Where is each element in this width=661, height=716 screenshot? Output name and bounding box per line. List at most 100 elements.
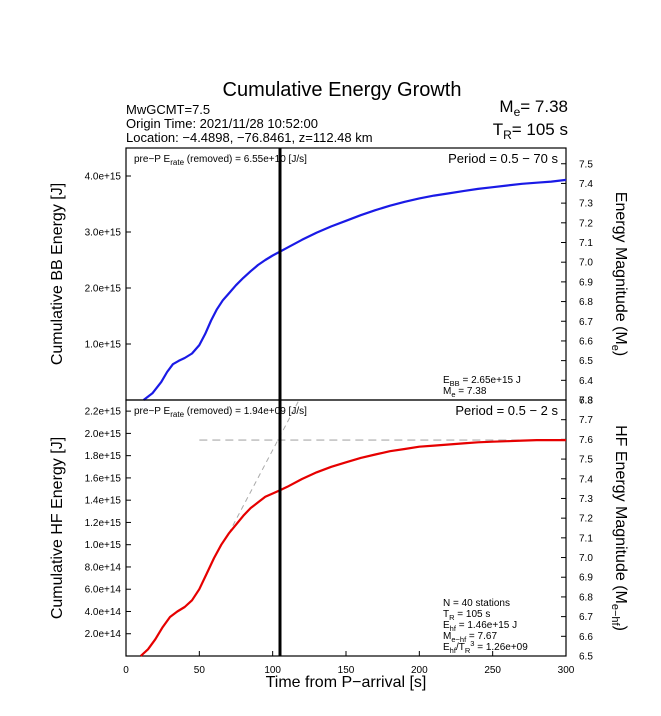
hf-stat-main: E <box>443 642 450 653</box>
bb-mag-tick-label: 6.8 <box>579 297 593 308</box>
bb-y-axis-label: Cumulative BB Energy [J] <box>49 183 66 365</box>
me-header-sub: e <box>514 105 521 119</box>
bb-mag-tick-label: 6.7 <box>579 317 593 328</box>
hf-mag-tick-label: 7.6 <box>579 435 593 446</box>
hf-magnitude-axis-label-end: ) <box>612 626 629 631</box>
hf-stat-rest: = 1.46e+15 J <box>456 620 517 631</box>
hf-y-tick-label: 4.0e+14 <box>85 607 122 618</box>
chart-title: Cumulative Energy Growth <box>223 79 462 101</box>
x-tick-label: 50 <box>194 665 206 676</box>
hf-pre-p-rate-post: (removed) = 1.94e+09 [J/s] <box>184 406 307 417</box>
hf-stat-sub: R <box>449 613 455 622</box>
hf-magnitude-axis-label-main: HF Energy Magnitude (M <box>612 425 629 604</box>
hf-mag-tick-label: 7.3 <box>579 494 593 505</box>
bb-stat-main: M <box>443 386 451 397</box>
hf-stat-sup: 3 <box>470 639 474 648</box>
hf-stat-sub: hf <box>450 624 457 633</box>
bb-pre-p-rate-pre: pre−P E <box>134 154 171 165</box>
bb-stat-sub: e <box>451 390 455 399</box>
growth-slope-line <box>228 399 300 534</box>
hf-magnitude-axis-label: HF Energy Magnitude (Me−hf) <box>609 425 629 631</box>
hf-stat-rest2: = 1.26e+09 <box>474 642 528 653</box>
bb-stat-rest: = 7.38 <box>456 386 487 397</box>
tr-header-label: T <box>493 120 503 139</box>
hf-stat-line: Ehf/TR3 = 1.26e+09 <box>443 639 528 655</box>
hf-y-tick-label: 2.2e+15 <box>85 407 122 418</box>
hf-stat-sub: e−hf <box>451 635 467 644</box>
bb-mag-tick-label: 6.5 <box>579 356 593 367</box>
bb-mag-tick-label: 6.4 <box>579 376 593 387</box>
x-tick-label: 300 <box>558 665 575 676</box>
bb-y-tick-label: 1.0e+15 <box>85 340 122 351</box>
bb-mag-tick-label: 7.5 <box>579 159 593 170</box>
hf-mag-tick-label: 7.7 <box>579 415 593 426</box>
hf-stat-sub2: R <box>465 646 471 655</box>
bb-stat-main: E <box>443 375 450 386</box>
hf-y-tick-label: 1.6e+15 <box>85 473 122 484</box>
bb-stat-line: EBB = 2.65e+15 J <box>443 375 521 388</box>
hf-pre-p-rate-sub: rate <box>170 410 184 419</box>
hf-mag-tick-label: 7.0 <box>579 553 593 564</box>
hf-plot-frame <box>125 399 567 657</box>
hf-mag-tick-label: 6.9 <box>579 573 593 584</box>
tr-header-value: = 105 s <box>512 120 568 139</box>
bb-magnitude-axis-label-main: Energy Magnitude (M <box>612 192 629 345</box>
hf-stat-rest: = 7.67 <box>466 631 497 642</box>
hf-mag-tick-label: 7.8 <box>579 396 593 407</box>
hf-mag-tick-label: 6.6 <box>579 632 593 643</box>
hf-mag-tick-label: 6.8 <box>579 592 593 603</box>
hf-stat-main: T <box>443 609 449 620</box>
location: Location: −4.4898, −76.8461, z=112.48 km <box>126 130 373 145</box>
hf-y-tick-label: 1.0e+15 <box>85 540 122 551</box>
bb-mag-tick-label: 6.3 <box>579 396 593 407</box>
hf-stat-line: Me−hf = 7.67 <box>443 631 497 644</box>
bb-stat-sub: BB <box>450 379 460 388</box>
bb-stat-rest: = 2.65e+15 J <box>460 375 521 386</box>
x-tick-label: 100 <box>264 665 281 676</box>
hf-pre-p-rate-pre: pre−P E <box>134 406 171 417</box>
hf-stat-rest: = 105 s <box>455 609 491 620</box>
hf-stat-line: Ehf = 1.46e+15 J <box>443 620 517 633</box>
tr-header-sub: R <box>503 128 512 142</box>
bb-magnitude-axis-label: Energy Magnitude (Me) <box>609 192 629 356</box>
bb-mag-tick-label: 6.6 <box>579 336 593 347</box>
hf-mag-tick-label: 7.5 <box>579 455 593 466</box>
bb-y-tick-label: 2.0e+15 <box>85 284 122 295</box>
bb-pre-p-rate: pre−P Erate (removed) = 6.55e+10 [J/s] <box>134 154 307 167</box>
x-tick-label: 250 <box>484 665 501 676</box>
hf-stat-main: M <box>443 631 451 642</box>
bb-y-tick-label: 3.0e+15 <box>85 228 122 239</box>
bb-energy-line <box>142 178 567 401</box>
hf-stat-main: N = 40 stations <box>443 598 510 609</box>
hf-stat-main: E <box>443 620 450 631</box>
hf-y-tick-label: 1.2e+15 <box>85 518 122 529</box>
x-tick-label: 150 <box>338 665 355 676</box>
me-header-value: = 7.38 <box>520 97 568 116</box>
hf-mag-tick-label: 7.1 <box>579 533 593 544</box>
bb-energy-panel: 1.0e+15 2.0e+15 3.0e+15 4.0e+15 6.3 6.4 6.5 6.6… <box>49 147 629 407</box>
hf-mag-tick-label: 7.4 <box>579 474 593 485</box>
bb-pre-p-rate-post: (removed) = 6.55e+10 [J/s] <box>184 154 307 165</box>
hf-magnitude-axis-label-sub: e−hf <box>609 604 621 627</box>
me-header: Me= 7.38 <box>499 97 568 119</box>
x-tick-label: 0 <box>123 665 129 676</box>
hf-stat-rest: /T <box>456 642 465 653</box>
hf-mag-tick-label: 6.7 <box>579 612 593 623</box>
hf-energy-panel: 2.0e+14 4.0e+14 6.0e+14 8.0e+14 1.0e+15 1.2e+… <box>49 396 629 692</box>
bb-pre-p-rate-sub: rate <box>170 158 184 167</box>
hf-y-tick-label: 2.0e+14 <box>85 629 122 640</box>
bb-y-tick-label: 4.0e+15 <box>85 172 122 183</box>
hf-stat-line: N = 40 stations <box>443 598 510 609</box>
bb-stat-line: Me = 7.38 <box>443 386 487 399</box>
hf-y-tick-label: 2.0e+15 <box>85 429 122 440</box>
bb-period-label: Period = 0.5 − 70 s <box>448 151 558 166</box>
hf-y-tick-label: 1.8e+15 <box>85 451 122 462</box>
bb-mag-tick-label: 6.9 <box>579 277 593 288</box>
hf-stat-line: TR = 105 s <box>443 609 490 622</box>
bb-magnitude-axis-label-end: ) <box>612 351 629 356</box>
bb-mag-tick-label: 7.0 <box>579 258 593 269</box>
bb-mag-tick-label: 7.3 <box>579 199 593 210</box>
hf-stat-sub: hf <box>450 646 457 655</box>
hf-period-label: Period = 0.5 − 2 s <box>455 403 558 418</box>
